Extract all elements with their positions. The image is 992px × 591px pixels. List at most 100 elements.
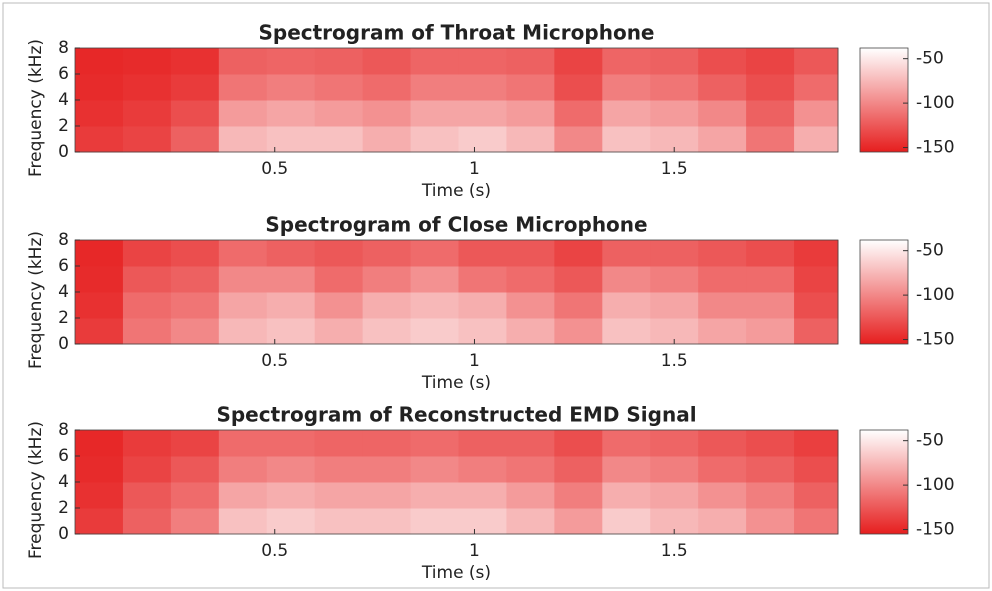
heatmap-cell	[602, 74, 651, 101]
heatmap-cell	[698, 126, 747, 153]
heatmap-cell	[554, 126, 603, 153]
heatmap-cell	[698, 48, 747, 75]
heatmap-cell	[75, 266, 124, 293]
heatmap-cell	[314, 318, 364, 345]
heatmap-cell	[314, 430, 364, 457]
colorbar-tick-label: -150	[916, 520, 955, 540]
heatmap-cell	[602, 456, 651, 483]
colorbar-tick-label: -150	[916, 330, 955, 350]
heatmap-cell	[362, 430, 412, 457]
heatmap-cell	[554, 266, 603, 293]
heatmap-cell	[794, 240, 839, 267]
heatmap-cell	[458, 292, 507, 319]
heatmap-cell	[122, 508, 172, 535]
heatmap-cell	[266, 74, 316, 101]
y-tick-label: 6	[58, 64, 69, 84]
heatmap-cell	[218, 318, 268, 345]
heatmap-cell	[170, 456, 220, 483]
heatmap-cell	[602, 318, 651, 345]
heatmap-cell	[506, 126, 555, 153]
heatmap-cell	[746, 74, 795, 101]
heatmap-cell	[650, 266, 699, 293]
colorbar	[859, 239, 909, 345]
heatmap-cell	[554, 508, 603, 535]
chart-title: Spectrogram of Close Microphone	[265, 213, 647, 237]
heatmap-cell	[602, 126, 651, 153]
heatmap-cell	[75, 126, 124, 153]
colorbar-tick-label: -50	[916, 431, 944, 451]
heatmap-cell	[170, 126, 220, 153]
heatmap-cell	[554, 48, 603, 75]
heatmap-cell	[314, 292, 364, 319]
heatmap-cell	[314, 126, 364, 153]
colorbar-tick-label: -150	[916, 138, 955, 158]
heatmap-cell	[75, 240, 124, 267]
heatmap-cell	[314, 48, 364, 75]
heatmap-cell	[410, 482, 459, 509]
heatmap-cell	[314, 240, 364, 267]
heatmap-cell	[314, 266, 364, 293]
heatmap-cell	[362, 240, 412, 267]
y-axis-label: Frequency (kHz)	[26, 421, 46, 559]
heatmap-cell	[75, 430, 124, 457]
heatmap-cell	[746, 508, 795, 535]
heatmap-cell	[75, 508, 124, 535]
heatmap-cell	[362, 48, 412, 75]
heatmap-cell	[506, 74, 555, 101]
heatmap-cell	[746, 126, 795, 153]
heatmap-cell	[362, 74, 412, 101]
heatmap-cell	[794, 482, 839, 509]
heatmap-cell	[458, 266, 507, 293]
chart-title: Spectrogram of Reconstructed EMD Signal	[216, 403, 696, 427]
y-tick-label: 8	[58, 38, 69, 58]
heatmap-cell	[266, 456, 316, 483]
y-tick-label: 4	[58, 472, 69, 492]
heatmap-cell	[794, 456, 839, 483]
heatmap-cell	[554, 318, 603, 345]
heatmap-cell	[122, 266, 172, 293]
heatmap-cell	[362, 508, 412, 535]
y-tick-label: 4	[58, 282, 69, 302]
heatmap-cell	[314, 456, 364, 483]
heatmap-cell	[170, 318, 220, 345]
heatmap-cell	[794, 508, 839, 535]
heatmap-cell	[650, 240, 699, 267]
y-tick-label: 6	[58, 446, 69, 466]
heatmap-cell	[218, 482, 268, 509]
x-tick-label: 1.5	[661, 351, 688, 371]
heatmap-cell	[794, 48, 839, 75]
y-tick-label: 2	[58, 498, 69, 518]
heatmap-cell	[75, 74, 124, 101]
heatmap-cell	[410, 240, 459, 267]
heatmap-cell	[746, 482, 795, 509]
heatmap-cell	[218, 266, 268, 293]
heatmap-cell	[170, 266, 220, 293]
heatmap-cell	[506, 266, 555, 293]
heatmap-cell	[122, 482, 172, 509]
colorbar-tick-label: -100	[916, 285, 955, 305]
heatmap-cell	[170, 430, 220, 457]
heatmap-cell	[362, 456, 412, 483]
heatmap-cell	[602, 292, 651, 319]
heatmap-cell	[698, 508, 747, 535]
heatmap-cell	[650, 430, 699, 457]
heatmap-cell	[602, 240, 651, 267]
heatmap-cell	[698, 100, 747, 127]
heatmap-cell	[698, 292, 747, 319]
heatmap-cell	[794, 318, 839, 345]
heatmap-cell	[75, 48, 124, 75]
heatmap-cell	[410, 126, 459, 153]
heatmap-cell	[602, 100, 651, 127]
heatmap-cell	[410, 292, 459, 319]
heatmap-cell	[458, 508, 507, 535]
x-tick-label: 0.5	[261, 541, 288, 561]
heatmap-cell	[458, 74, 507, 101]
heatmap-cell	[266, 508, 316, 535]
heatmap-cell	[170, 508, 220, 535]
heatmap-cell	[75, 292, 124, 319]
heatmap-cell	[650, 100, 699, 127]
heatmap-cell	[602, 48, 651, 75]
heatmap-cell	[410, 456, 459, 483]
heatmap-cell	[506, 292, 555, 319]
